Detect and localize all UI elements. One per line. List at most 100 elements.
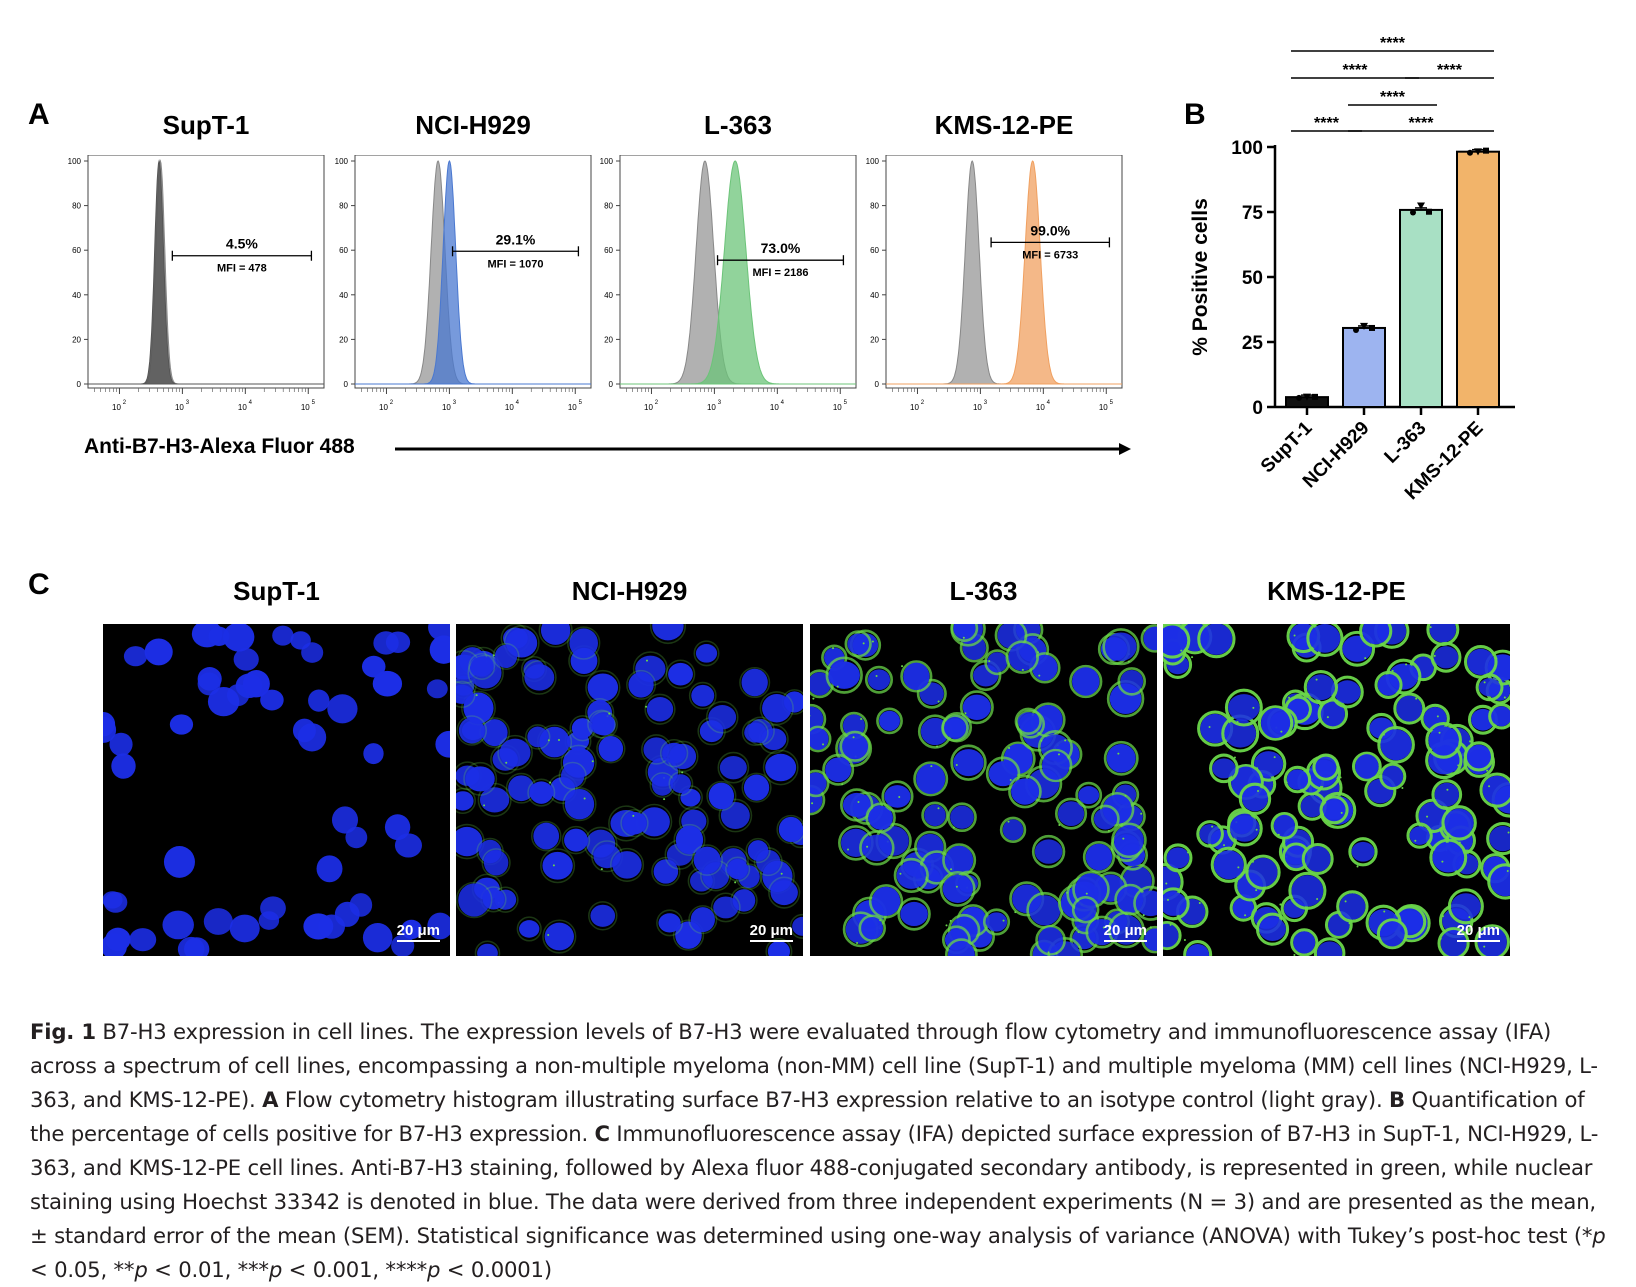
nucleus xyxy=(612,851,641,879)
green-speck xyxy=(1426,816,1428,818)
nucleus xyxy=(986,912,1007,931)
nucleus xyxy=(495,645,517,668)
nucleus xyxy=(530,781,553,803)
nucleus xyxy=(872,887,900,916)
y-tick-label: 20 xyxy=(339,335,348,344)
green-speck xyxy=(1488,785,1490,787)
x-tick-exponent: 5 xyxy=(579,400,583,406)
ifa-cells xyxy=(1163,624,1510,956)
nucleus xyxy=(234,648,259,671)
green-speck xyxy=(876,675,878,677)
nucleus xyxy=(1008,643,1036,671)
green-speck xyxy=(1008,821,1010,823)
bar-1 xyxy=(1343,328,1385,407)
green-speck xyxy=(1383,911,1385,913)
green-speck xyxy=(1064,739,1066,741)
y-tick-label: 40 xyxy=(604,291,613,300)
scale-bar: 20 μm xyxy=(397,922,440,942)
nucleus xyxy=(427,679,448,698)
nucleus xyxy=(565,789,594,819)
y-tick-label: 60 xyxy=(870,246,879,255)
significance-label: **** xyxy=(1314,115,1340,132)
green-speck xyxy=(1490,707,1492,709)
y-tick-label: 25 xyxy=(1242,333,1264,354)
nucleus xyxy=(1287,769,1308,789)
nucleus xyxy=(308,690,329,712)
green-speck xyxy=(1279,904,1281,906)
nucleus xyxy=(647,697,673,721)
nucleus xyxy=(1428,726,1458,754)
green-speck xyxy=(1380,924,1382,926)
green-speck xyxy=(950,868,952,870)
flow-title-1: NCI-H929 xyxy=(335,110,611,141)
b7h3-histogram xyxy=(88,161,324,384)
green-speck xyxy=(483,804,485,806)
data-point xyxy=(1483,148,1489,154)
nucleus xyxy=(744,723,766,743)
gate-percent: 99.0% xyxy=(1030,222,1070,238)
nucleus xyxy=(1094,808,1117,829)
green-speck xyxy=(734,881,736,883)
green-speck xyxy=(1256,767,1258,769)
nucleus xyxy=(1380,729,1411,760)
green-speck xyxy=(601,868,603,870)
x-tick-exponent: 2 xyxy=(655,400,659,406)
nucleus xyxy=(1451,893,1481,919)
green-speck xyxy=(1437,715,1439,717)
y-tick-label: 0 xyxy=(609,380,614,389)
nucleus xyxy=(1491,706,1510,726)
green-speck xyxy=(1209,726,1211,728)
nucleus xyxy=(924,804,946,826)
nucleus xyxy=(1274,815,1295,837)
ifa-title-3: KMS-12-PE xyxy=(1163,576,1510,607)
nucleus xyxy=(435,731,450,758)
green-speck xyxy=(879,919,881,921)
x-tick-exponent: 4 xyxy=(516,400,520,406)
green-speck xyxy=(1280,731,1282,733)
nucleus xyxy=(1230,815,1260,841)
caption-text-2: Flow cytometry histogram illustrating su… xyxy=(278,1087,1389,1112)
x-tick-label: 10 xyxy=(238,403,247,412)
y-tick-label: 40 xyxy=(339,291,348,300)
nucleus xyxy=(659,913,681,932)
ifa-cells xyxy=(810,624,1157,956)
y-tick-label: 20 xyxy=(604,335,613,344)
nucleus xyxy=(768,941,790,956)
green-speck xyxy=(1294,635,1296,637)
nucleus xyxy=(1293,931,1315,953)
nucleus xyxy=(1467,649,1494,675)
gate-mfi: MFI = 6733 xyxy=(1022,249,1078,261)
green-speck xyxy=(1441,861,1443,863)
green-speck xyxy=(1468,916,1470,918)
caption-bold-b: B xyxy=(1389,1087,1405,1112)
nucleus xyxy=(1086,844,1112,871)
green-speck xyxy=(822,743,824,745)
nucleus xyxy=(1072,667,1099,695)
data-point xyxy=(1410,210,1416,216)
nucleus xyxy=(1042,751,1069,780)
green-speck xyxy=(493,654,495,656)
gate-percent: 29.1% xyxy=(496,231,536,247)
nucleus xyxy=(111,753,135,778)
nucleus xyxy=(533,823,559,850)
nucleus xyxy=(590,905,615,927)
green-speck xyxy=(1255,889,1257,891)
green-speck xyxy=(863,642,865,644)
gate-percent: 4.5% xyxy=(226,236,258,252)
y-tick-label: 20 xyxy=(870,335,879,344)
y-tick-label: 100 xyxy=(335,157,349,166)
nucleus xyxy=(1467,745,1491,768)
nucleus xyxy=(828,661,860,689)
nucleus xyxy=(1018,712,1039,730)
nucleus xyxy=(541,624,570,645)
nucleus xyxy=(129,928,156,951)
scale-bar: 20 μm xyxy=(1104,922,1147,942)
nucleus xyxy=(164,846,195,878)
green-speck xyxy=(1483,946,1485,948)
nucleus xyxy=(762,694,791,722)
caption-fig-label: Fig. 1 xyxy=(30,1019,96,1044)
green-speck xyxy=(1165,883,1167,885)
data-point xyxy=(1426,209,1432,215)
flow-title-0: SupT-1 xyxy=(68,110,344,141)
nucleus xyxy=(1038,927,1063,953)
